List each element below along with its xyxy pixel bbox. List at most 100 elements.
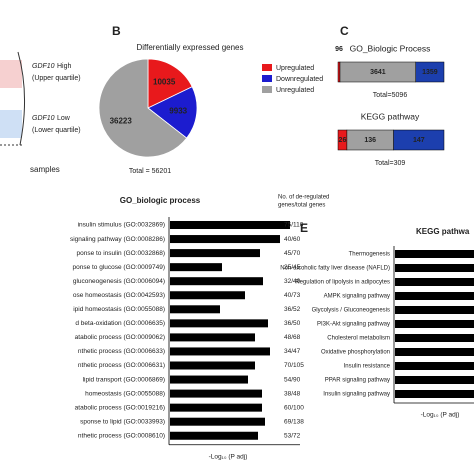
- segment-label: 147: [413, 137, 425, 144]
- bar: [170, 277, 263, 286]
- ratio: 75/110: [284, 222, 304, 229]
- y-tick-label: Insulin signaling pathway: [323, 392, 390, 398]
- bar: [170, 417, 265, 426]
- ratio: 34/47: [284, 348, 301, 355]
- legend-label: Unregulated: [276, 87, 314, 94]
- y-tick-label: AMPK signaling pathway: [324, 294, 390, 300]
- total: Total=5096: [373, 92, 408, 99]
- bar: [170, 235, 280, 244]
- ratio-header: No. of de-regulated: [278, 195, 329, 201]
- bar: [395, 334, 474, 342]
- pie-slice: [147, 58, 193, 109]
- ratio: 36/50: [284, 320, 301, 327]
- bar: [395, 390, 474, 398]
- y-tick-label: Thermogenesis: [349, 252, 390, 258]
- x-axis-label: -Log₁₀ (P adj): [209, 453, 248, 460]
- ratio: 48/68: [284, 334, 301, 341]
- label: High: [57, 63, 72, 70]
- bar-title: KEGG pathway: [361, 111, 420, 121]
- ratio: 38/48: [284, 390, 301, 397]
- violin-edge: [17, 51, 25, 146]
- pie-slice: [147, 86, 198, 139]
- pie-slice: [98, 58, 188, 158]
- ratio: 53/72: [284, 432, 301, 439]
- segment-label: 3641: [370, 69, 386, 76]
- y-tick-label: ipid homeostasis (GO:0055088): [73, 306, 165, 313]
- total: Total = 56201: [129, 168, 171, 175]
- bar: [395, 306, 474, 314]
- y-tick-label: nthetic process (GO:0008610): [78, 432, 165, 439]
- bar-segment: [393, 129, 445, 151]
- y-tick-label: nthetic process (GO:0006631): [78, 362, 165, 369]
- y-tick-label: Regulation of lipolysis in adipocytes: [295, 280, 390, 286]
- y-tick-label: ponse to glucose (GO:0009749): [72, 264, 165, 271]
- chart-title: GO_biologic process: [120, 196, 201, 205]
- slice-label: 36223: [110, 116, 133, 125]
- segment-label: 96: [335, 46, 343, 53]
- y-tick-label: atabolic process (GO:0019216): [75, 404, 165, 411]
- ratio: 40/60: [284, 236, 301, 243]
- bar: [170, 403, 262, 412]
- ratio: 54/90: [284, 376, 301, 383]
- low-region: [0, 110, 22, 138]
- ratio: 69/138: [284, 418, 304, 425]
- ratio: 32/40: [284, 278, 301, 285]
- y-tick-label: Non-alcoholic fatty liver disease (NAFLD…: [280, 266, 390, 272]
- high-region: [0, 60, 22, 88]
- y-tick-label: atabolic process (GO:0009062): [75, 334, 165, 341]
- ratio: 70/105: [284, 362, 304, 369]
- y-tick-label: sponse to lipid (GO:0033993): [80, 418, 165, 425]
- bar: [395, 264, 474, 272]
- legend-label: Downregulated: [276, 76, 323, 83]
- bar: [395, 320, 474, 328]
- y-tick-label: Insulin resistance: [344, 364, 391, 370]
- ratio: 45/70: [284, 250, 301, 257]
- label: samples: [30, 165, 60, 174]
- ratio: 60/100: [284, 404, 304, 411]
- bar: [170, 263, 222, 272]
- y-tick-label: homeostasis (GO:0055088): [85, 390, 165, 397]
- segment-label: 1359: [422, 69, 438, 76]
- y-tick-label: Glycolysis / Gluconeogenesis: [312, 308, 390, 314]
- panel-label: B: [112, 24, 121, 38]
- bar: [170, 347, 270, 356]
- bar: [395, 362, 474, 370]
- legend-label: Upregulated: [276, 65, 314, 72]
- segment-label: 26: [339, 137, 347, 144]
- y-tick-label: nthetic process (GO:0006633): [78, 348, 165, 355]
- panel-label: E: [300, 221, 308, 235]
- legend-swatch: [262, 64, 272, 71]
- bar: [170, 249, 260, 258]
- chart-title: Differentially expressed genes: [136, 43, 243, 52]
- y-tick-label: lipid transport (GO:0006869): [83, 376, 165, 383]
- bar: [395, 278, 474, 286]
- bar: [395, 292, 474, 300]
- y-tick-label: Cholesterol metabolism: [327, 336, 390, 342]
- ratio: 40/73: [284, 292, 301, 299]
- bar-segment: [337, 61, 341, 83]
- bar: [395, 250, 474, 258]
- bar: [170, 361, 255, 370]
- bar: [170, 333, 255, 342]
- legend-swatch: [262, 86, 272, 93]
- bar: [170, 319, 268, 328]
- bar: [170, 431, 258, 440]
- gene: GDF10: [32, 63, 55, 70]
- bar: [170, 291, 245, 300]
- legend-swatch: [262, 75, 272, 82]
- y-tick-label: PI3K-Akt signaling pathway: [317, 322, 390, 328]
- total: Total=309: [375, 160, 406, 167]
- segment-label: 136: [364, 137, 376, 144]
- bar: [170, 389, 262, 398]
- bar-title: GO_Biologic Process: [350, 43, 431, 53]
- bar: [170, 375, 248, 384]
- y-tick-label: gluconeogenesis (GO:0006094): [73, 278, 165, 285]
- y-tick-label: signaling pathway (GO:0008286): [70, 236, 165, 243]
- slice-label: 9933: [169, 106, 187, 115]
- ratio: 36/52: [284, 306, 301, 313]
- y-tick-label: d beta-oxidation (GO:0006635): [75, 320, 165, 327]
- x-axis-label: -Log₁₀ (P adj): [421, 412, 460, 419]
- bar: [170, 221, 290, 229]
- y-tick-label: ose homeostasis (GO:0042593): [73, 292, 165, 299]
